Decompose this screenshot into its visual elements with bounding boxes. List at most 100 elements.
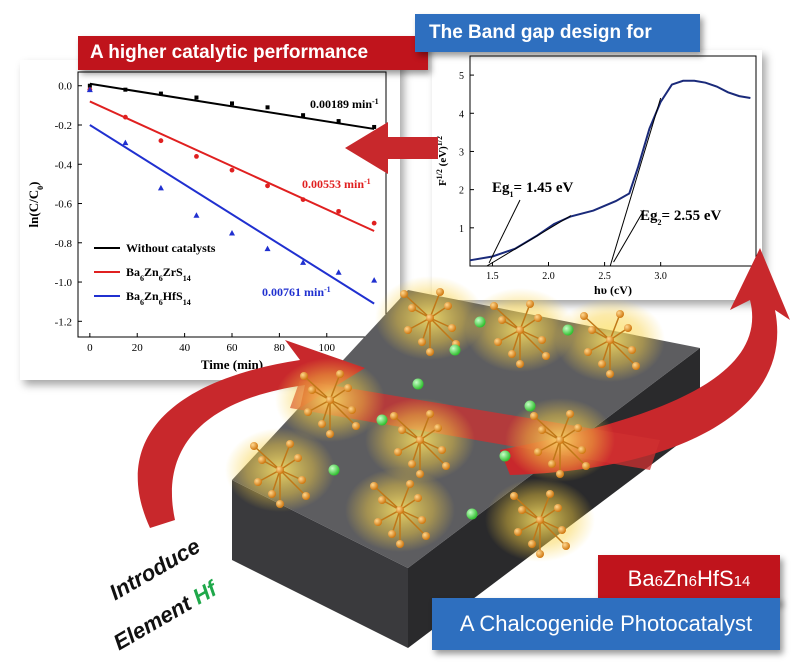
kinetics-chart-panel: 0 20 40 60 80 100 120 0.0 -0.2 -0.4 -0.6 -0.8 -1.0 -1… [20, 60, 400, 380]
tangent-line-2 [609, 97, 662, 267]
rate-label: 0.00189 min-1 [310, 97, 379, 112]
bond [279, 469, 307, 497]
y-tick-label: 1 [459, 224, 464, 235]
eg1-pointer [488, 199, 521, 264]
atom [418, 338, 426, 346]
x-axis-label: Time (min) [201, 357, 263, 372]
atom [276, 500, 284, 508]
bond [559, 439, 587, 467]
bond [539, 507, 559, 521]
compound-banner: Ba6Zn6HfS14 [598, 555, 780, 603]
atom [580, 312, 588, 320]
x-tick-label: 2.0 [542, 271, 555, 282]
atom [556, 470, 564, 478]
bond [609, 339, 633, 351]
atom [538, 336, 546, 344]
atom [582, 462, 590, 470]
atom [438, 446, 446, 454]
dopant-atom [328, 464, 340, 476]
atom [578, 446, 586, 454]
atom [498, 316, 506, 324]
bond [279, 457, 299, 471]
data-point [300, 197, 306, 202]
bond [381, 499, 401, 511]
atom [632, 362, 640, 370]
bond [377, 509, 401, 523]
atom [538, 426, 546, 434]
bond [539, 519, 567, 547]
y-axis-label: F1/2 (eV)1/2 [435, 136, 450, 186]
atom [426, 410, 434, 418]
bond [399, 509, 423, 521]
bond [329, 399, 357, 427]
atom [400, 290, 408, 298]
atom [556, 436, 564, 444]
atom [250, 442, 258, 450]
data-point [193, 212, 200, 218]
bond [393, 415, 421, 441]
cluster-glow [505, 398, 615, 482]
atom [268, 490, 276, 498]
bond [533, 415, 561, 441]
bond [253, 445, 281, 471]
bond [419, 439, 443, 451]
bond [307, 399, 331, 413]
x-tick-label: 20 [132, 342, 144, 354]
bond [587, 339, 611, 353]
bond [559, 427, 579, 441]
atom [418, 516, 426, 524]
legend-label: Ba6Zn6HfS14 [126, 289, 191, 307]
atom [588, 326, 596, 334]
atom [426, 314, 434, 322]
atom [344, 384, 352, 392]
atom [408, 460, 416, 468]
x-tick-label: 40 [179, 342, 191, 354]
y-tick-label: 3 [459, 147, 464, 158]
bond [321, 399, 331, 425]
atom [542, 352, 550, 360]
atom [286, 440, 294, 448]
performance-banner: A higher catalytic performance [78, 36, 428, 70]
legend-label: Ba6Zn6ZrS14 [126, 265, 191, 283]
atom [304, 408, 312, 416]
atom [516, 326, 524, 334]
compound-sub-14: 14 [733, 573, 751, 590]
data-point [336, 119, 341, 124]
bond [531, 519, 541, 545]
atom [294, 454, 302, 462]
bond [261, 459, 281, 471]
bandgap-chart: 1.5 2.0 2.5 3.0 1 2 3 4 5 hυ (cV) F1/2 (eV)1/2 Eg1=… [435, 55, 757, 297]
atom [530, 412, 538, 420]
atom [406, 480, 414, 488]
atom [452, 340, 460, 348]
dopant-atom [562, 324, 574, 336]
atom [370, 482, 378, 490]
bond [493, 305, 521, 331]
dopant-atom [474, 316, 486, 328]
atom [276, 466, 284, 474]
bond [519, 329, 547, 357]
atom [258, 456, 266, 464]
cluster-glow [485, 478, 595, 562]
cluster-glow [225, 428, 335, 512]
atom [508, 350, 516, 358]
y-tick-label: -1.2 [55, 316, 72, 328]
dopant-atom [466, 508, 478, 520]
data-point [157, 184, 164, 191]
atom [534, 314, 542, 322]
compound-sub-6b: 6 [688, 573, 697, 590]
atom [494, 338, 502, 346]
compound-sub-6a: 6 [654, 573, 663, 590]
atom [546, 490, 554, 498]
x-axis-label: hυ (cV) [594, 283, 632, 297]
bond [609, 327, 629, 341]
x-tick-label: 120 [366, 342, 383, 354]
bond [271, 469, 281, 495]
x-tick-label: 60 [227, 342, 239, 354]
y-tick-label: 2 [459, 186, 464, 197]
atom [548, 460, 556, 468]
atom [514, 528, 522, 536]
atom [562, 542, 570, 550]
bond [583, 315, 611, 341]
atom [516, 360, 524, 368]
